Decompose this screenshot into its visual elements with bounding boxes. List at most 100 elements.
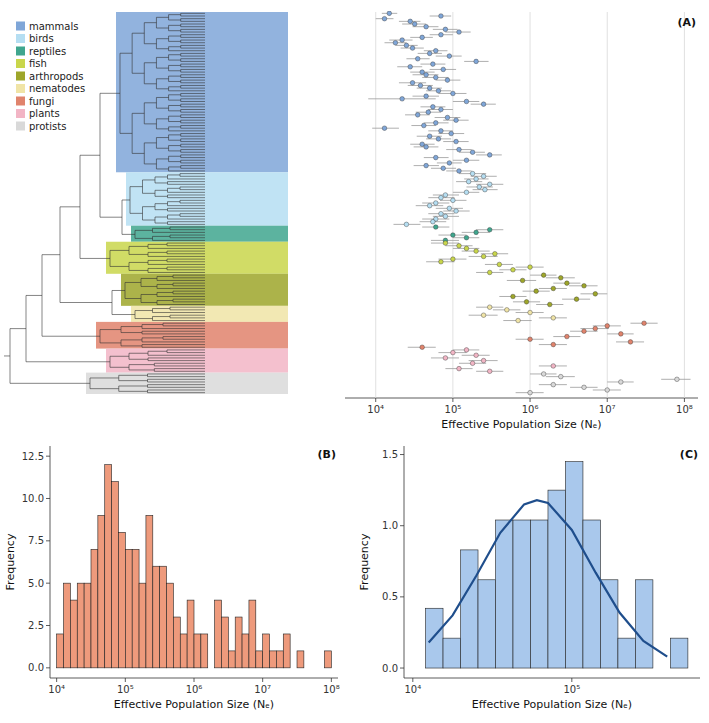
point — [451, 233, 456, 238]
y-axis-title: Frequency — [4, 533, 17, 590]
branch — [181, 24, 205, 25]
point — [424, 94, 429, 99]
branch — [167, 245, 205, 246]
branch — [167, 349, 205, 350]
branch — [170, 229, 205, 230]
y-tick-label: 0.5 — [382, 591, 398, 602]
y-tick — [46, 498, 50, 499]
branch — [181, 104, 205, 105]
panel-label: (A) — [677, 16, 696, 29]
point — [642, 321, 647, 326]
branch — [181, 165, 205, 166]
branch — [119, 391, 148, 392]
y-tick-label: 1.0 — [382, 520, 398, 531]
point — [451, 91, 456, 96]
point — [464, 246, 469, 251]
bar — [443, 638, 460, 668]
point — [410, 46, 415, 51]
branch — [169, 70, 181, 71]
branch — [100, 93, 120, 94]
branch — [153, 320, 206, 321]
legend-swatch — [16, 72, 25, 81]
branch — [110, 250, 129, 251]
branch — [173, 283, 205, 284]
branch — [167, 267, 205, 268]
branch — [148, 360, 205, 361]
bar — [290, 667, 297, 668]
point — [439, 32, 444, 37]
point — [408, 19, 413, 24]
branch — [181, 138, 205, 139]
branch — [163, 323, 205, 324]
point — [439, 129, 444, 134]
branch — [156, 48, 168, 49]
branch — [156, 128, 168, 129]
bar — [215, 600, 222, 668]
bar — [180, 634, 187, 668]
branch — [181, 77, 205, 78]
branch — [154, 363, 205, 364]
point — [424, 72, 429, 77]
branch — [168, 184, 206, 185]
branch — [144, 22, 156, 23]
branch — [167, 352, 205, 353]
point — [451, 257, 456, 262]
branch — [181, 112, 205, 113]
branch — [60, 302, 112, 303]
point — [422, 123, 427, 128]
x-tick-label: 10⁸ — [323, 684, 340, 695]
branch — [42, 254, 60, 255]
point — [470, 171, 475, 176]
branch — [181, 144, 205, 145]
clade-box — [131, 306, 288, 322]
bar — [57, 634, 64, 668]
point — [457, 366, 462, 371]
bar — [91, 549, 98, 668]
branch — [156, 118, 168, 119]
branch — [169, 100, 181, 101]
branch — [163, 339, 205, 340]
clade-box — [106, 349, 288, 373]
bar — [84, 583, 91, 668]
branch — [154, 365, 205, 366]
x-axis-title: Effective Population Size (Nₑ) — [441, 418, 601, 431]
branch — [90, 388, 119, 389]
branch — [148, 351, 167, 352]
branch — [100, 329, 121, 330]
branch — [144, 102, 156, 103]
branch — [168, 188, 181, 189]
bar — [600, 580, 617, 668]
point — [528, 337, 533, 342]
bar — [270, 651, 277, 668]
branch — [168, 221, 206, 222]
point — [470, 150, 475, 155]
branch — [148, 256, 205, 257]
branch — [122, 234, 135, 235]
bar — [635, 580, 652, 668]
point — [420, 345, 425, 350]
branch — [142, 333, 205, 334]
branch — [180, 173, 205, 174]
branch — [169, 76, 181, 77]
branch — [129, 364, 154, 365]
bar — [167, 583, 174, 668]
bar — [98, 515, 105, 667]
point — [418, 83, 423, 88]
branch — [156, 57, 168, 58]
branch — [169, 170, 205, 171]
y-tick-label: 12.5 — [22, 451, 44, 462]
x-tick — [452, 398, 453, 402]
branch — [181, 149, 205, 150]
point — [445, 115, 450, 120]
branch — [156, 28, 168, 29]
branch — [156, 68, 168, 69]
point — [481, 313, 486, 318]
branch — [181, 32, 205, 33]
legend-label: arthropods — [29, 71, 84, 82]
branch — [181, 106, 205, 107]
branch — [181, 26, 205, 27]
point — [481, 254, 486, 259]
branch — [144, 142, 156, 143]
branch — [167, 269, 205, 270]
x-tick-label: 10⁷ — [254, 684, 271, 695]
